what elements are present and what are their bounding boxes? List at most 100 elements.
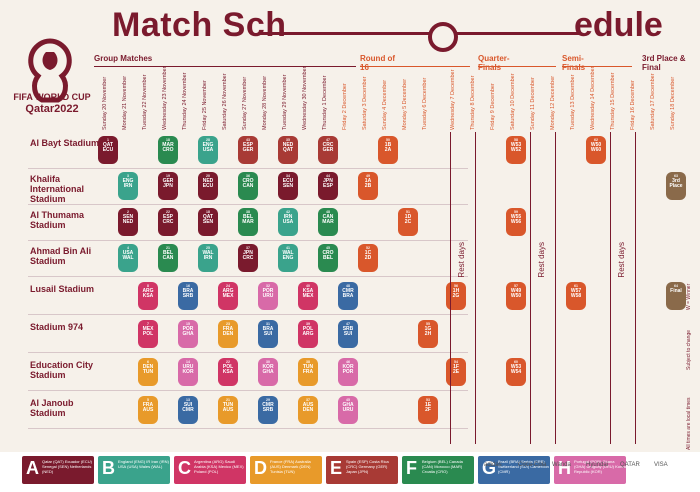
match-card[interactable]: 47 SRB SUI <box>338 320 358 348</box>
match-card[interactable]: 44 JPN ESP <box>318 172 338 200</box>
match-card[interactable]: 48 CMR BRA <box>338 282 358 310</box>
team-away: SUI <box>263 331 273 337</box>
match-card[interactable]: 31 BRA SUI <box>258 320 278 348</box>
stage-final: 3rd Place & Final <box>642 54 686 72</box>
match-card[interactable]: 37 AUS DEN <box>298 396 318 424</box>
match-card[interactable]: 13 SUI CMR <box>178 396 198 424</box>
match-number: 18 <box>166 138 170 142</box>
match-card[interactable]: 54 1F 2E <box>446 358 466 386</box>
team-away: KSA <box>142 293 154 299</box>
match-card[interactable]: 57 W49 W50 <box>506 282 526 310</box>
match-card[interactable]: 30 KOR GHA <box>258 358 278 386</box>
match-card[interactable]: 40 KSA MEX <box>298 282 318 310</box>
match-card[interactable]: 48 CAN MAR <box>318 208 338 236</box>
match-card[interactable]: 51 1D 2C <box>398 208 418 236</box>
match-card[interactable]: 21 TUN AUS <box>218 396 238 424</box>
match-card[interactable]: 41 WAL ENG <box>278 244 298 272</box>
team-away: URU <box>262 293 274 299</box>
match-card[interactable]: 53 1E 2F <box>418 396 438 424</box>
match-card[interactable]: 34 ECU SEN <box>278 172 298 200</box>
match-card[interactable]: 42 IRN USA <box>278 208 298 236</box>
match-card[interactable]: 58 W53 W52 <box>506 136 526 164</box>
match-card[interactable]: 46 KOR POR <box>338 358 358 386</box>
match-number: 34 <box>286 174 290 178</box>
match-card[interactable]: 23 FRA DEN <box>218 320 238 348</box>
team-away: 2C <box>404 219 412 225</box>
match-card[interactable]: 63 3rd Place <box>666 172 686 200</box>
match-number: 58 <box>514 138 518 142</box>
match-card[interactable]: 18 QAT SEN <box>198 208 218 236</box>
date-label: Saturday 3 December <box>362 76 368 131</box>
group-letter: C <box>178 458 191 478</box>
match-card[interactable]: 15 POR GHA <box>178 320 198 348</box>
match-card[interactable]: 47 CRC GER <box>318 136 338 164</box>
match-card[interactable]: 37 JPN CRC <box>238 244 258 272</box>
match-card[interactable]: 60 W53 W54 <box>506 358 526 386</box>
match-card[interactable]: 56 1H 2G <box>446 282 466 310</box>
match-card[interactable]: 1 QAT ECU <box>98 136 118 164</box>
match-card[interactable]: 50 1B 2A <box>378 136 398 164</box>
match-number: 50 <box>386 138 390 142</box>
match-number: 44 <box>326 174 330 178</box>
team-home: URU <box>182 364 194 370</box>
match-card[interactable]: 38 TUN FRA <box>298 358 318 386</box>
match-card[interactable]: 19 GER JPN <box>158 172 178 200</box>
match-card[interactable]: 43 ESP GER <box>238 136 258 164</box>
match-card[interactable]: 32 POR URU <box>258 282 278 310</box>
group-letter: F <box>406 458 417 478</box>
group-teams: Brazil (BRA) Serbia (SRB) Switzerland (S… <box>498 459 549 474</box>
match-card[interactable]: 64 Final <box>666 282 686 310</box>
match-card[interactable]: 62 W50 W60 <box>586 136 606 164</box>
match-card[interactable]: 29 CMR SRB <box>258 396 278 424</box>
match-card[interactable]: 21 BEL CAN <box>158 244 178 272</box>
team-home: POL <box>222 364 234 370</box>
team-home: JPN <box>243 250 253 256</box>
match-card[interactable]: 61 W57 W58 <box>566 282 586 310</box>
team-away: BEL <box>323 255 333 261</box>
stage-sf-line <box>562 66 632 67</box>
team-away: W56 <box>510 219 522 225</box>
match-card[interactable]: 6 DEN TUN <box>138 358 158 386</box>
match-card[interactable]: 20 NED ECU <box>198 172 218 200</box>
match-card[interactable]: 3 ENG IRN <box>118 172 138 200</box>
match-card[interactable]: 39 POL ARG <box>298 320 318 348</box>
match-card[interactable]: 36 CRO CAN <box>238 172 258 200</box>
match-card[interactable]: 18 MAR CRO <box>158 136 178 164</box>
match-card[interactable]: 4 USA WAL <box>118 244 138 272</box>
match-card[interactable]: 14 URU KOR <box>178 358 198 386</box>
match-card[interactable]: 22 POL KSA <box>218 358 238 386</box>
team-away: 2G <box>452 293 460 299</box>
match-number: 25 <box>206 246 210 250</box>
match-number: 19 <box>166 174 170 178</box>
match-card[interactable]: 59 W55 W56 <box>506 208 526 236</box>
team-away: MAR <box>322 219 334 225</box>
row-divider <box>28 352 468 353</box>
match-card[interactable]: 24 ARG MEX <box>218 282 238 310</box>
match-card[interactable]: 55 1G 2H <box>418 320 438 348</box>
team-home: BRA <box>262 326 274 332</box>
match-card[interactable]: 16 BRA SRB <box>178 282 198 310</box>
team-away: POL <box>142 331 154 337</box>
match-card[interactable]: 38 BEL MAR <box>238 208 258 236</box>
match-card[interactable]: 49 1A 2B <box>358 172 378 200</box>
match-card[interactable]: 2 SEN NED <box>118 208 138 236</box>
match-number: 38 <box>306 360 310 364</box>
team-home: GER <box>162 178 174 184</box>
match-card[interactable]: 45 CRO BEL <box>318 244 338 272</box>
match-card[interactable]: 7 MEX POL <box>138 320 158 348</box>
team-home: SRB <box>342 326 354 332</box>
match-number: 41 <box>286 246 290 250</box>
match-card[interactable]: 22 ESP CRC <box>158 208 178 236</box>
match-card[interactable]: 45 GHA URU <box>338 396 358 424</box>
match-card[interactable]: 28 ENG USA <box>198 136 218 164</box>
team-home: 1D <box>404 214 412 220</box>
team-away: NED <box>122 219 134 225</box>
match-card[interactable]: 35 NED QAT <box>278 136 298 164</box>
team-home: CRO <box>242 178 254 184</box>
match-card[interactable]: 5 FRA AUS <box>138 396 158 424</box>
team-home: ARG <box>142 288 154 294</box>
match-card[interactable]: 8 ARG KSA <box>138 282 158 310</box>
match-card[interactable]: 52 1C 2D <box>358 244 378 272</box>
group-card: D France (FRA) Australia (AUS) Denmark (D… <box>250 456 322 484</box>
match-card[interactable]: 25 WAL IRN <box>198 244 218 272</box>
